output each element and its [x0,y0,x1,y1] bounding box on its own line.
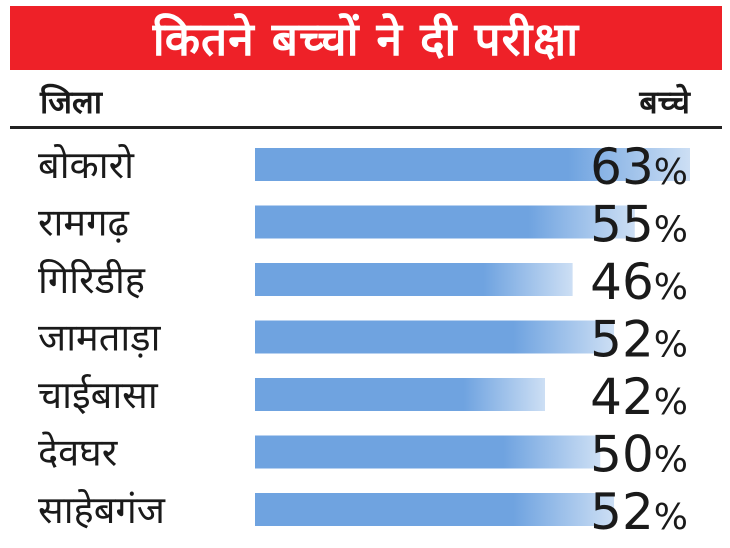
chart-row: गिरिडीह 46% [38,253,688,311]
bar [255,263,573,296]
district-label: गिरिडीह [38,258,146,302]
bar [255,378,545,411]
value-label: 50% [590,426,688,484]
header-divider [10,126,722,129]
chart-row: साहेबगंज 52% [38,483,688,541]
bar [255,320,615,354]
bar [255,148,690,181]
chart-row: देवघर 50% [38,426,688,484]
district-column-header: जिला [40,83,103,121]
value-label: 42% [590,368,688,426]
title-banner: कितने बच्चों ने दी परीक्षा [10,6,722,70]
bar [255,205,635,239]
district-label: चाईबासा [38,373,159,417]
district-label: बोकारो [38,143,135,187]
chart-row: चाईबासा 42% [38,368,688,426]
district-label: देवघर [38,431,119,475]
chart-row: रामगढ़ 55% [38,196,688,254]
bar [255,493,615,526]
district-label: रामगढ़ [38,201,130,245]
value-label: 52% [590,483,688,541]
value-label: 55% [590,196,688,254]
chart-title: कितने बच्चों ने दी परीक्षा [152,12,580,66]
chart-row: जामताड़ा 52% [38,311,688,369]
table-header: जिला बच्चे [0,80,730,124]
value-label: 52% [590,311,688,369]
value-label: 63% [590,138,688,196]
bar [255,435,601,469]
district-label: साहेबगंज [38,488,166,532]
children-column-header: बच्चे [639,83,690,121]
district-label: जामताड़ा [38,316,162,360]
chart-row: बोकारो 63% [38,138,690,196]
value-label: 46% [590,253,688,311]
